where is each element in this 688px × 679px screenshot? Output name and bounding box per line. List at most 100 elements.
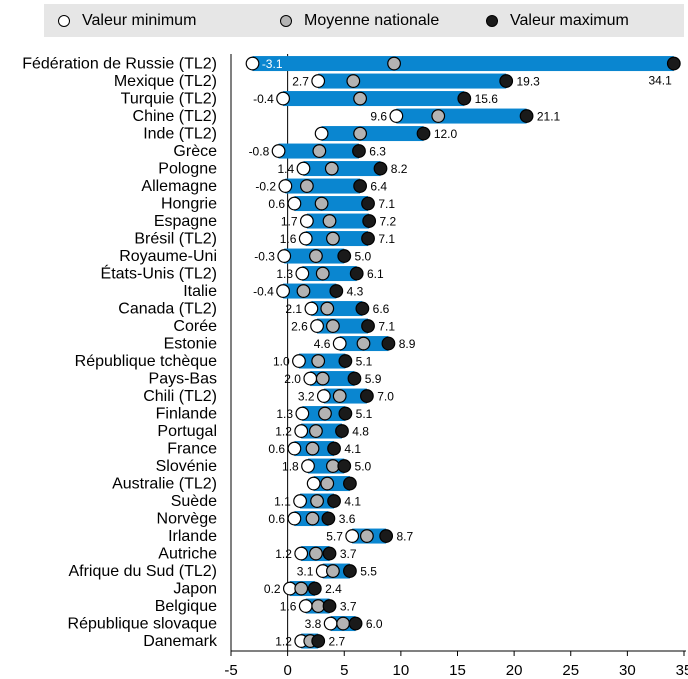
category-label: Fédération de Russie (TL2) [22,56,217,73]
max-marker [349,266,364,281]
min-marker [245,56,260,71]
category-label: République tchèque [75,353,217,370]
max-value-label: 34.1 [648,74,672,88]
max-marker [335,424,349,438]
min-marker [278,179,293,193]
max-value-label: 5.9 [365,372,382,386]
max-value-label: 21.1 [537,110,561,124]
max-value-label: 3.7 [340,600,357,614]
avg-marker [324,161,339,176]
legend-avg-marker [280,14,292,27]
max-value-label: 7.1 [378,197,395,211]
min-value-label: -0.8 [249,145,270,159]
min-marker [271,144,286,158]
min-marker [295,266,310,281]
min-value-label: 1.2 [275,635,292,649]
max-marker [457,91,472,106]
category-label: Grèce [173,143,217,160]
avg-marker [296,284,311,298]
avg-marker [326,319,340,333]
avg-marker [318,406,332,421]
avg-marker [360,529,374,543]
min-marker [295,406,310,421]
avg-marker [294,581,309,596]
min-value-label: 3.2 [298,390,315,404]
range-bar [285,178,361,194]
max-value-label: 6.0 [366,617,383,631]
avg-marker [305,441,320,456]
max-value-label: 6.4 [370,180,387,194]
min-marker [287,196,302,211]
min-value-label: 2.0 [284,372,301,386]
min-marker [292,354,306,368]
avg-marker [326,564,340,578]
min-value-label: 1.2 [275,425,292,439]
min-value-label: -0.3 [254,250,275,264]
avg-marker [311,354,326,368]
min-marker [299,214,314,228]
min-value-label: 4.6 [314,337,331,351]
min-value-label: 5.7 [326,530,343,544]
min-marker [301,459,315,473]
min-value-label: -0.2 [255,180,276,194]
max-marker [311,634,326,648]
min-marker [276,284,290,298]
min-value-label: 1.3 [276,407,293,421]
min-value-label: -3.1 [262,57,283,71]
max-marker [343,564,357,578]
category-label: Estonie [164,336,217,353]
avg-marker [315,371,330,386]
category-label: Australie (TL2) [112,476,217,493]
avg-marker [326,231,340,246]
category-label: États-Unis (TL2) [101,264,217,283]
range-bar [303,161,381,177]
min-value-label: 1.7 [281,215,298,229]
max-value-label: 3.6 [339,512,356,526]
max-value-label: 5.5 [360,565,377,579]
avg-marker [309,546,323,561]
avg-marker [314,196,329,211]
min-value-label: 3.1 [297,565,314,579]
legend-min-marker [58,14,70,27]
min-marker [310,319,324,333]
category-label: Slovénie [156,458,217,475]
min-marker [311,74,326,88]
max-value-label: 2.4 [325,582,342,596]
min-value-label: 1.4 [277,162,294,176]
category-label: Irlande [168,528,217,545]
avg-marker [311,599,326,613]
min-marker [276,91,290,106]
max-value-label: 4.8 [352,425,369,439]
max-marker [307,581,322,596]
legend-item-max: Valeur maximum [486,4,629,37]
min-marker [293,494,307,508]
max-marker [361,319,375,333]
category-label: Belgique [155,598,217,615]
x-tick-label: 0 [283,662,291,679]
range-bar [252,56,674,72]
avg-marker [322,214,337,228]
range-bar [306,213,370,229]
max-marker [519,109,534,123]
min-marker [298,231,313,246]
min-value-label: 1.6 [280,232,297,246]
min-value-label: 1.2 [275,547,292,561]
min-marker [298,599,313,613]
avg-marker [326,459,340,473]
max-marker [362,214,377,228]
min-value-label: 2.6 [291,320,308,334]
max-marker [327,441,341,456]
legend-max-marker [486,14,498,27]
min-marker [306,476,321,491]
category-label: Mexique (TL2) [114,73,217,90]
x-tick-label: 25 [562,662,579,679]
max-value-label: 3.7 [340,547,357,561]
category-label: Corée [173,318,217,335]
category-label: Hongrie [161,196,217,213]
category-label: Canada (TL2) [118,301,217,318]
category-label: Turquie (TL2) [121,91,217,108]
min-marker [282,581,297,596]
max-marker [361,196,375,211]
min-value-label: 1.8 [282,460,299,474]
